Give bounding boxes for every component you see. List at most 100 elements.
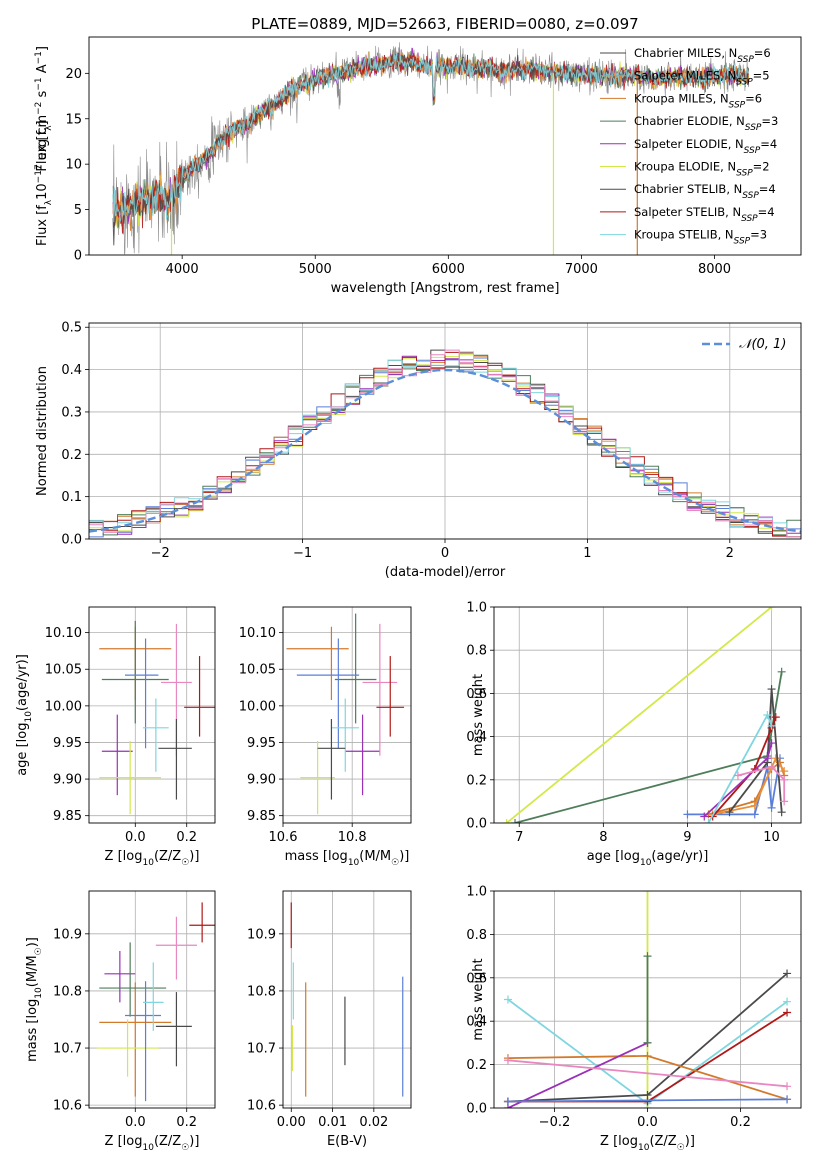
- weight-marker: [643, 1051, 652, 1060]
- residuals-panel: −2 −1 0 1 2 0.0 0.1 0.2 0.3 0.4 0.5 (data-model)/er…: [35, 321, 802, 580]
- mass_vs_Z-panel: 0.0 0.210.610.710.810.9Z [log10(Z/Z☉)]mas…: [25, 890, 216, 1153]
- x-axis-label: age [log10(age/yr)]: [587, 849, 709, 868]
- label-part: −1: [34, 51, 44, 64]
- x-tick-label: 0.00: [277, 1115, 306, 1130]
- weight-line: [507, 1042, 648, 1108]
- label-part: 10: [638, 1143, 650, 1153]
- weight-marker: [780, 767, 789, 776]
- label-part: Chabrier STELIB, N: [634, 182, 742, 196]
- y-tick-label: 0.5: [61, 321, 82, 336]
- weight-marker: [767, 739, 776, 748]
- y-tick-label: 10: [65, 158, 82, 173]
- x-axis-label: Z [log10(Z/Z☉)]: [600, 1134, 695, 1153]
- label-part: (age/yr)]: [15, 654, 30, 711]
- weight-marker: [767, 685, 776, 694]
- y-tick-label: 10.9: [53, 927, 82, 942]
- weight-marker: [503, 1056, 512, 1065]
- label-part: )]: [25, 937, 40, 947]
- x-tick-label: 10.6: [269, 830, 298, 845]
- label-part: Kroupa ELODIE, N: [634, 160, 736, 174]
- label-part: age [log: [587, 849, 640, 864]
- age_vs_Z-frame: [88, 606, 216, 824]
- label-part: −17: [34, 164, 44, 183]
- y-tick-label: 0.8: [466, 644, 487, 659]
- x-tick-label: −2: [151, 546, 170, 561]
- y-tick-label: 0.2: [61, 448, 82, 463]
- label-part: (age/yr)]: [651, 849, 708, 864]
- weight-marker: [780, 797, 789, 806]
- weight-marker: [750, 810, 759, 819]
- label-part: SSP: [729, 100, 746, 110]
- x-axis-label: mass [log10(M/M☉)]: [285, 849, 410, 868]
- label-part: ]: [35, 120, 50, 125]
- legend-label: Salpeter ELODIE, NSSP=4: [634, 137, 777, 156]
- label-part: =2: [753, 160, 770, 174]
- y-tick-label: 10.10: [45, 626, 82, 641]
- label-part: Salpeter ELODIE, N: [634, 137, 744, 151]
- label-part: =5: [753, 69, 770, 83]
- x-tick-label: 5000: [299, 262, 332, 277]
- x-tick-label: 2: [726, 546, 734, 561]
- y-tick-label: 9.90: [53, 773, 82, 788]
- label-part: ☉: [677, 1143, 685, 1153]
- x-tick-label: 8000: [698, 262, 731, 277]
- y-tick-label: 0.6: [466, 687, 487, 702]
- label-part: (M/M: [359, 849, 391, 864]
- label-part: Salpeter STELIB, N: [634, 205, 741, 219]
- x-axis-label: wavelength [Angstrom, rest frame]: [331, 281, 560, 296]
- label-part: 10: [24, 711, 34, 723]
- x-axis-label: Z [log10(Z/Z☉)]: [105, 1134, 200, 1153]
- weight-line: [506, 607, 773, 823]
- label-part: erg cm: [35, 115, 50, 164]
- label-part: 10: [34, 987, 44, 999]
- weight_vs_Z-plot-area: [494, 891, 801, 1108]
- weight-marker: [503, 995, 512, 1004]
- label-part: mass [log: [25, 999, 40, 1062]
- weight-marker: [771, 754, 780, 763]
- label-part: ☉: [181, 1143, 189, 1153]
- label-part: SSP: [744, 146, 761, 156]
- weight-line: [507, 1059, 788, 1088]
- label-part: ☉: [391, 858, 399, 868]
- weight-marker: [733, 771, 742, 780]
- label-part: λ: [44, 199, 54, 205]
- y-tick-label: 10.9: [247, 927, 276, 942]
- label-part: Kroupa STELIB, N: [634, 228, 734, 242]
- label-part: SSP: [737, 55, 754, 65]
- label-part: =6: [754, 46, 771, 60]
- age_vs_mass-panel: 10.6 10.8 9.85 9.90 9.95 10.00 10.05 10.10 mass …: [239, 606, 412, 868]
- legend-label: Kroupa MILES, NSSP=6: [634, 91, 762, 110]
- spectrum-plot-area: [112, 42, 750, 255]
- y-axis-label: mass weight: [471, 674, 486, 756]
- x-tick-label: 0.0: [125, 1115, 146, 1130]
- x-tick-label: 0.01: [318, 1115, 347, 1130]
- weight-marker: [777, 808, 786, 817]
- y-axis-label: Flux [fλ10−17 erg cm−2 s−1 A−1]: [34, 46, 54, 246]
- label-part: Flux [f: [35, 130, 50, 171]
- y-tick-label: 0.0: [466, 1102, 487, 1117]
- weight-marker: [767, 607, 776, 611]
- x-tick-label: 0.0: [125, 830, 146, 845]
- residuals-plot-area: [89, 323, 801, 539]
- y-tick-label: 10.7: [247, 1042, 276, 1057]
- mass_vs_ebv-frame: [282, 890, 412, 1109]
- weight-marker: [783, 1008, 792, 1017]
- histogram-step: [89, 351, 801, 538]
- label-part: −1: [34, 77, 44, 90]
- x-tick-label: 9: [683, 830, 691, 845]
- y-tick-label: 0.3: [61, 405, 82, 420]
- label-part: Z [log: [105, 849, 143, 864]
- x-tick-label: −1: [293, 546, 312, 561]
- label-part: )]: [189, 849, 199, 864]
- weight-marker: [771, 713, 780, 722]
- x-tick-label: 10: [763, 830, 780, 845]
- y-tick-label: 9.95: [247, 736, 276, 751]
- label-part: Chabrier MILES, N: [634, 46, 737, 60]
- legend-label: Chabrier STELIB, NSSP=4: [634, 182, 776, 201]
- x-tick-label: 7000: [565, 262, 598, 277]
- legend-label: Chabrier MILES, NSSP=6: [634, 46, 771, 65]
- label-part: s: [35, 90, 50, 101]
